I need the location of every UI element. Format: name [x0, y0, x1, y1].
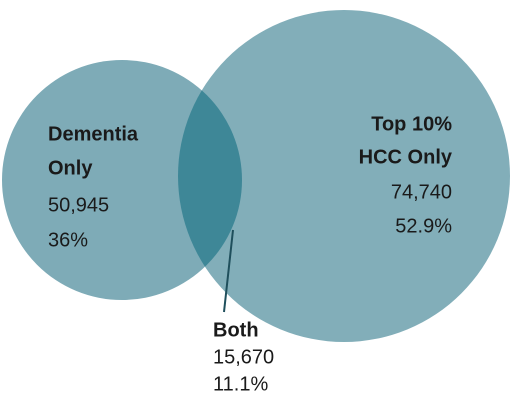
left-title: Dementia [48, 123, 139, 145]
left-circle [2, 60, 242, 300]
right-circle [178, 10, 510, 342]
right-title: HCC Only [359, 146, 453, 168]
right-count: 74,740 [391, 181, 452, 203]
overlap-title: Both [213, 319, 259, 341]
pointer-line [223, 229, 234, 313]
overlap-count: 15,670 [213, 346, 274, 368]
overlap-percent: 11.1% [213, 373, 268, 395]
right-title: Top 10% [371, 113, 452, 135]
left-count: 50,945 [48, 194, 109, 216]
right-percent: 52.9% [395, 215, 452, 237]
left-percent: 36% [48, 229, 88, 251]
left-title: Only [48, 157, 93, 179]
